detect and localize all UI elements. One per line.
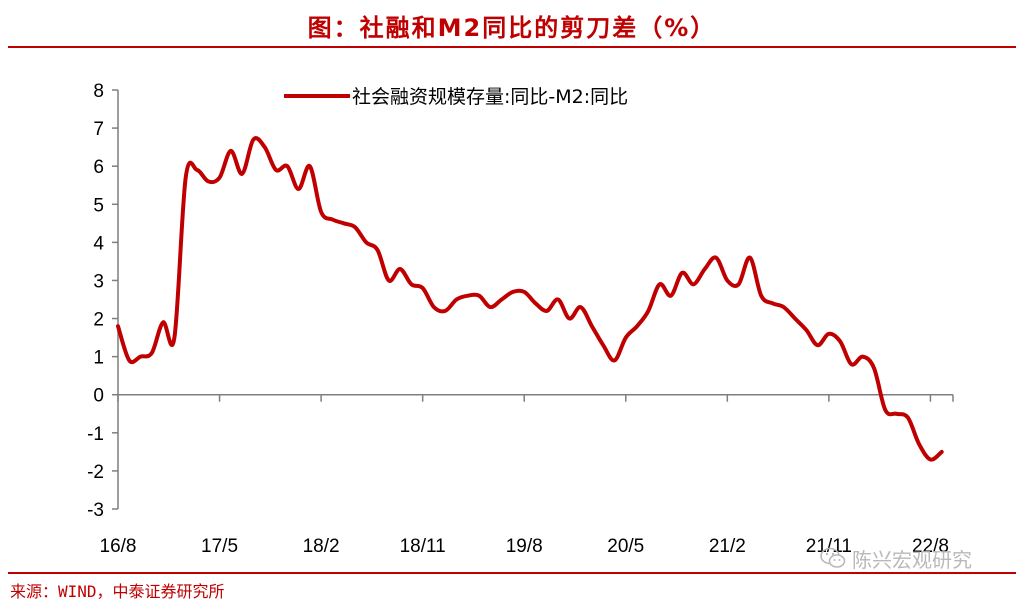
series-layer: [116, 136, 944, 462]
x-tick-label: 17/5: [201, 536, 238, 557]
watermark: 陈兴宏观研究: [820, 545, 972, 572]
x-tick-label: 21/11: [806, 536, 852, 557]
watermark-text: 陈兴宏观研究: [852, 547, 972, 572]
x-tick-label: 18/2: [303, 536, 340, 557]
legend: 社会融资规模存量:同比-M2:同比: [284, 86, 628, 108]
series-line-0: [116, 136, 944, 462]
source-divider: [8, 572, 1016, 574]
chart-title: 图：社融和M2同比的剪刀差（%）: [307, 14, 717, 42]
y-tick-label: -1: [87, 424, 104, 445]
wechat-icon: [820, 547, 846, 568]
y-tick-label: 3: [93, 271, 104, 292]
legend-label: 社会融资规模存量:同比-M2:同比: [352, 86, 628, 108]
y-tick-label: 6: [93, 157, 104, 178]
y-tick-label: 0: [93, 386, 104, 407]
y-tick-label: 1: [93, 348, 104, 369]
y-tick-label: 2: [93, 310, 104, 331]
y-tick-label: 5: [93, 195, 104, 216]
source-note: 来源：WIND，中泰证券研究所: [10, 582, 225, 601]
x-tick-label: 22/8: [912, 536, 949, 557]
y-tick-label: 7: [93, 119, 104, 140]
x-tick-label: 21/2: [709, 536, 746, 557]
title-divider: [8, 46, 1016, 48]
y-tick-label: 8: [93, 81, 104, 102]
title-bar: 图：社融和M2同比的剪刀差（%）: [0, 0, 1024, 50]
y-tick-label: -3: [87, 500, 104, 521]
y-tick-label: -2: [87, 462, 104, 483]
x-axis: 16/8 17/5 18/2 18/11 19/8 20/5 21/2 21/11 22/8: [100, 393, 954, 557]
y-tick-label: 4: [93, 233, 104, 254]
y-axis: -3 -2 -1 0 1 2 3 4 5 6 7 8: [87, 81, 119, 521]
x-tick-label: 20/5: [607, 536, 644, 557]
x-tick-label: 19/8: [506, 536, 543, 557]
x-tick-label: 16/8: [100, 536, 137, 557]
x-tick-label: 18/11: [400, 536, 446, 557]
